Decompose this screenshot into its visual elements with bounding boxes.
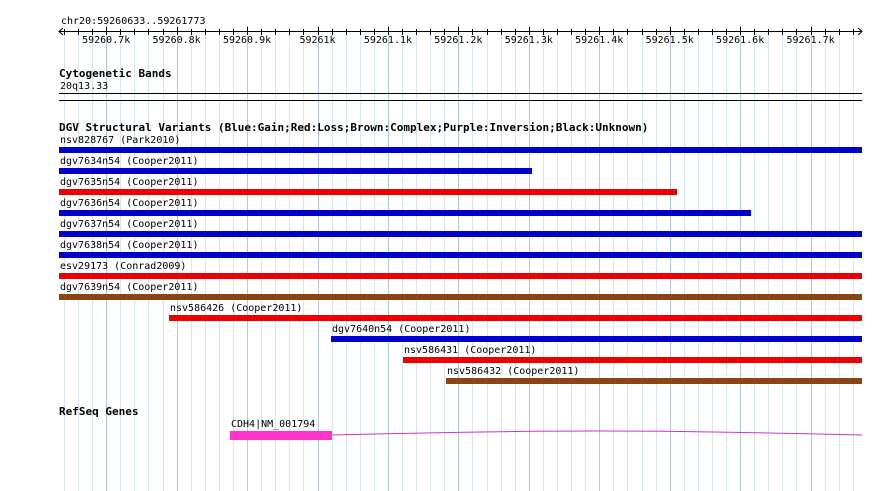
variant-bar[interactable] bbox=[59, 147, 862, 153]
dgv-track-title[interactable]: DGV Structural Variants (Blue:Gain;Red:L… bbox=[59, 121, 649, 134]
ruler-tick-label: 59260.9k bbox=[222, 35, 272, 46]
ruler-arrow bbox=[58, 27, 64, 36]
refseq-track-title[interactable]: RefSeq Genes bbox=[59, 405, 139, 418]
variant-bar[interactable] bbox=[59, 210, 751, 216]
ruler-tick-label: 59261.5k bbox=[645, 35, 694, 46]
ruler-tick-label: 59260.7k bbox=[82, 35, 131, 46]
variant-label[interactable]: dgv7636n54 (Cooper2011) bbox=[60, 198, 199, 209]
variant-label[interactable]: nsv586432 (Cooper2011) bbox=[447, 366, 580, 377]
ruler-tick-label: 59261.6k bbox=[716, 35, 765, 46]
variant-label[interactable]: dgv7640n54 (Cooper2011) bbox=[332, 324, 471, 335]
variant-bar[interactable] bbox=[403, 357, 862, 363]
cytoband-track-title[interactable]: Cytogenetic Bands bbox=[59, 67, 172, 80]
cytoband-line-bottom bbox=[59, 100, 862, 101]
variant-label[interactable]: dgv7634n54 (Cooper2011) bbox=[60, 156, 199, 167]
ruler-tick-label: 59261.1k bbox=[363, 35, 413, 46]
variant-label[interactable]: dgv7637n54 (Cooper2011) bbox=[60, 219, 199, 230]
variant-label[interactable]: dgv7638n54 (Cooper2011) bbox=[60, 240, 199, 251]
ruler-tick-label: 59261.7k bbox=[786, 35, 835, 46]
variant-bar[interactable] bbox=[59, 273, 862, 279]
variant-label[interactable]: esv29173 (Conrad2009) bbox=[60, 261, 187, 272]
locus-label: chr20:59260633..59261773 bbox=[61, 16, 206, 27]
variant-bar[interactable] bbox=[59, 252, 862, 258]
ruler-tick-label: 59261.2k bbox=[434, 35, 483, 46]
variant-label[interactable]: nsv828767 (Park2010) bbox=[60, 135, 181, 146]
variant-bar[interactable] bbox=[59, 294, 862, 300]
ruler-tick-label: 59260.8k bbox=[152, 35, 201, 46]
ruler-tick-label: 59261k bbox=[299, 35, 336, 46]
ruler-tick-label: 59261.4k bbox=[575, 35, 624, 46]
gene-exon[interactable] bbox=[230, 431, 332, 440]
variant-bar[interactable] bbox=[59, 231, 862, 237]
variant-bar[interactable] bbox=[59, 168, 532, 174]
ruler-arrow bbox=[857, 27, 863, 36]
variant-bar[interactable] bbox=[331, 336, 862, 342]
variant-label[interactable]: dgv7639n54 (Cooper2011) bbox=[60, 282, 199, 293]
variant-bar[interactable] bbox=[446, 378, 862, 384]
variant-label[interactable]: nsv586426 (Cooper2011) bbox=[170, 303, 303, 314]
variant-label[interactable]: dgv7635n54 (Cooper2011) bbox=[60, 177, 199, 188]
cytoband-label: 20q13.33 bbox=[60, 81, 109, 92]
cytoband-line-top bbox=[59, 93, 862, 94]
variant-bar[interactable] bbox=[169, 315, 862, 321]
ruler-tick-label: 59261.3k bbox=[504, 35, 553, 46]
gene-label[interactable]: CDH4|NM_001794 bbox=[231, 419, 316, 430]
variant-label[interactable]: nsv586431 (Cooper2011) bbox=[404, 345, 537, 356]
variant-bar[interactable] bbox=[59, 189, 677, 195]
